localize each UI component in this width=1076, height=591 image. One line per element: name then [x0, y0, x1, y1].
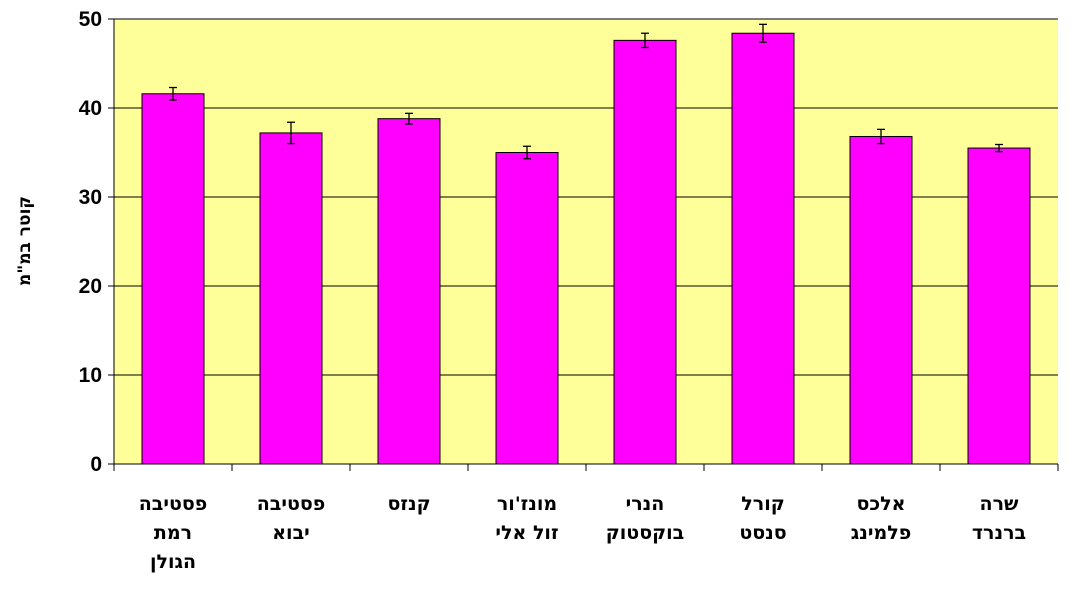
- x-tick-label: בוקסטוק: [606, 522, 684, 544]
- error-bar: [287, 121, 295, 145]
- error-bar: [877, 128, 885, 145]
- x-tick-label: קנזס: [387, 493, 430, 515]
- x-tick-label: פלמינג: [851, 522, 911, 544]
- y-tick-label: 40: [79, 97, 102, 120]
- error-bar: [759, 23, 767, 43]
- error-bar: [169, 86, 177, 101]
- y-tick-label: 30: [79, 186, 102, 209]
- x-tick-label: פסטיבה: [257, 493, 326, 515]
- x-tick-label: רמת: [154, 522, 192, 544]
- x-tick-label: הנרי: [626, 493, 665, 515]
- plot-area: [114, 19, 1058, 464]
- bar: [141, 93, 205, 465]
- bar: [849, 135, 913, 465]
- bar: [495, 152, 559, 465]
- y-tick-label: 10: [79, 364, 102, 387]
- bar: [377, 118, 441, 465]
- x-tick-label: שרה: [980, 493, 1019, 515]
- x-tick-label: אלכס: [856, 493, 905, 515]
- y-tick-label: 50: [79, 8, 102, 31]
- error-bar: [995, 143, 1003, 153]
- error-bar: [641, 32, 649, 49]
- error-bars: [169, 23, 1003, 160]
- error-bar: [405, 112, 413, 125]
- x-tick-label: זול אלי: [495, 522, 558, 544]
- x-tick-label: ברנרד: [972, 522, 1026, 544]
- y-axis-title: קוטר במ"מ: [15, 196, 35, 286]
- x-tick-label: הגולן: [150, 551, 196, 573]
- x-tick-label: סנסט: [739, 522, 786, 544]
- y-tick-label: 0: [90, 453, 102, 476]
- x-tick-label: יבוא: [272, 522, 310, 544]
- axes: [108, 18, 1059, 471]
- error-bar: [523, 145, 531, 160]
- y-tick-labels: 0 10 20 30 40 50: [79, 8, 102, 476]
- bar: [259, 132, 323, 465]
- x-tick-label: קורל: [741, 493, 784, 515]
- x-tick-label: מונז'ור: [497, 493, 557, 515]
- x-tick-label: פסטיבה: [139, 493, 208, 515]
- y-tick-label: 20: [79, 275, 102, 298]
- bar: [967, 147, 1031, 465]
- bars: [141, 32, 1031, 465]
- x-tick-labels: פסטיבה רמת הגולן פסטיבה יבוא קנזס מונז'ור זול א…: [139, 493, 1026, 573]
- bar: [613, 39, 677, 465]
- bar: [731, 32, 795, 465]
